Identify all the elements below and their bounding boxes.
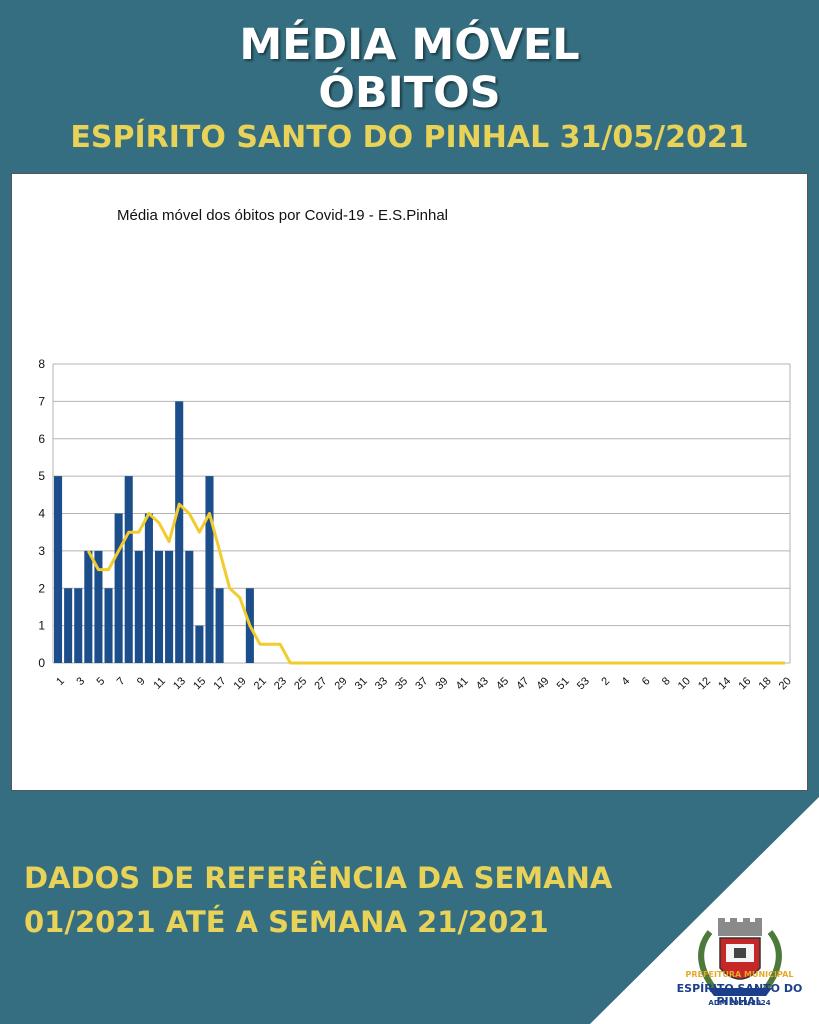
moving-average-line [86,502,785,665]
y-tick-label: 8 [38,357,45,371]
x-tick-label: 14 [716,675,733,692]
bar [134,550,143,663]
x-tick-label: 10 [676,675,693,692]
x-tick-label: 33 [373,675,390,692]
page-subtitle: ESPÍRITO SANTO DO PINHAL 31/05/2021 [70,120,749,155]
x-tick-label: 47 [514,675,531,692]
y-tick-label: 4 [38,507,45,521]
bar [205,476,214,663]
y-tick-label: 3 [38,544,45,558]
coat-of-arms-icon [698,918,782,996]
y-tick-label: 6 [38,432,45,446]
bar [104,588,113,663]
x-tick-label: 2 [599,675,612,688]
x-tick-label: 27 [312,675,329,692]
y-tick-label: 1 [38,619,45,633]
x-tick-label: 19 [232,675,249,692]
page-title-line1: MÉDIA MÓVEL [239,20,580,70]
logo-line3: ADM 2021/2024 [708,999,771,1007]
x-tick-label: 35 [393,675,410,692]
x-tick-label: 49 [534,675,551,692]
x-tick-label: 15 [191,675,208,692]
x-tick-label: 4 [620,675,633,688]
chart: Média móvel dos óbitos por Covid-19 - E.… [38,207,794,692]
bar [144,513,153,663]
bar [154,550,164,663]
x-tick-label: 3 [74,675,87,688]
x-tick-label: 20 [777,675,794,692]
x-tick-label: 8 [660,675,673,688]
x-tick-label: 6 [640,675,653,688]
bar [94,550,103,663]
x-tick-label: 18 [757,675,774,692]
x-tick-label: 29 [333,675,350,692]
chart-panel: Média móvel dos óbitos por Covid-19 - E.… [11,173,808,791]
y-tick-label: 2 [38,581,45,595]
bar [64,588,73,663]
footer-line2: 01/2021 ATÉ A SEMANA 21/2021 [24,905,549,939]
y-tick-label: 7 [38,394,45,408]
bar [195,625,204,663]
x-tick-label: 43 [474,675,491,692]
footer-note: DADOS DE REFERÊNCIA DA SEMANA 01/2021 AT… [24,856,612,944]
x-tick-label: 51 [555,675,572,692]
x-tick-label: 41 [454,675,471,692]
x-tick-label: 21 [252,675,269,692]
footer-line1: DADOS DE REFERÊNCIA DA SEMANA [24,861,613,895]
bar [175,401,184,663]
chart-title: Média móvel dos óbitos por Covid-19 - E.… [117,207,448,224]
bar [114,513,123,663]
bar [215,588,224,663]
x-tick-label: 45 [494,675,511,692]
y-tick-label: 0 [38,656,45,670]
bar [185,550,194,663]
page-title-line2: ÓBITOS [318,68,501,118]
y-tick-label: 5 [38,469,45,483]
logo-line1: PREFEITURA MUNICIPAL [685,970,794,979]
x-tick-label: 31 [353,675,370,692]
x-tick-label: 7 [115,675,128,688]
bar [54,476,63,663]
bar [84,550,93,663]
x-tick-label: 9 [135,675,148,688]
x-tick-label: 23 [272,675,289,692]
x-tick-label: 53 [575,675,592,692]
bar [74,588,83,663]
x-tick-label: 5 [95,675,108,688]
x-tick-label: 1 [54,675,67,688]
bar [165,550,174,663]
logo-line2: ESPÍRITO SANTO DO PINHAL [676,982,803,1008]
x-tick-label: 16 [736,675,753,692]
x-tick-label: 25 [292,675,309,692]
x-tick-label: 37 [413,675,430,692]
x-tick-label: 13 [171,675,188,692]
x-tick-label: 17 [211,675,228,692]
bar [124,476,133,663]
x-tick-label: 12 [696,675,713,692]
x-tick-label: 39 [433,675,450,692]
x-tick-label: 11 [151,675,168,692]
